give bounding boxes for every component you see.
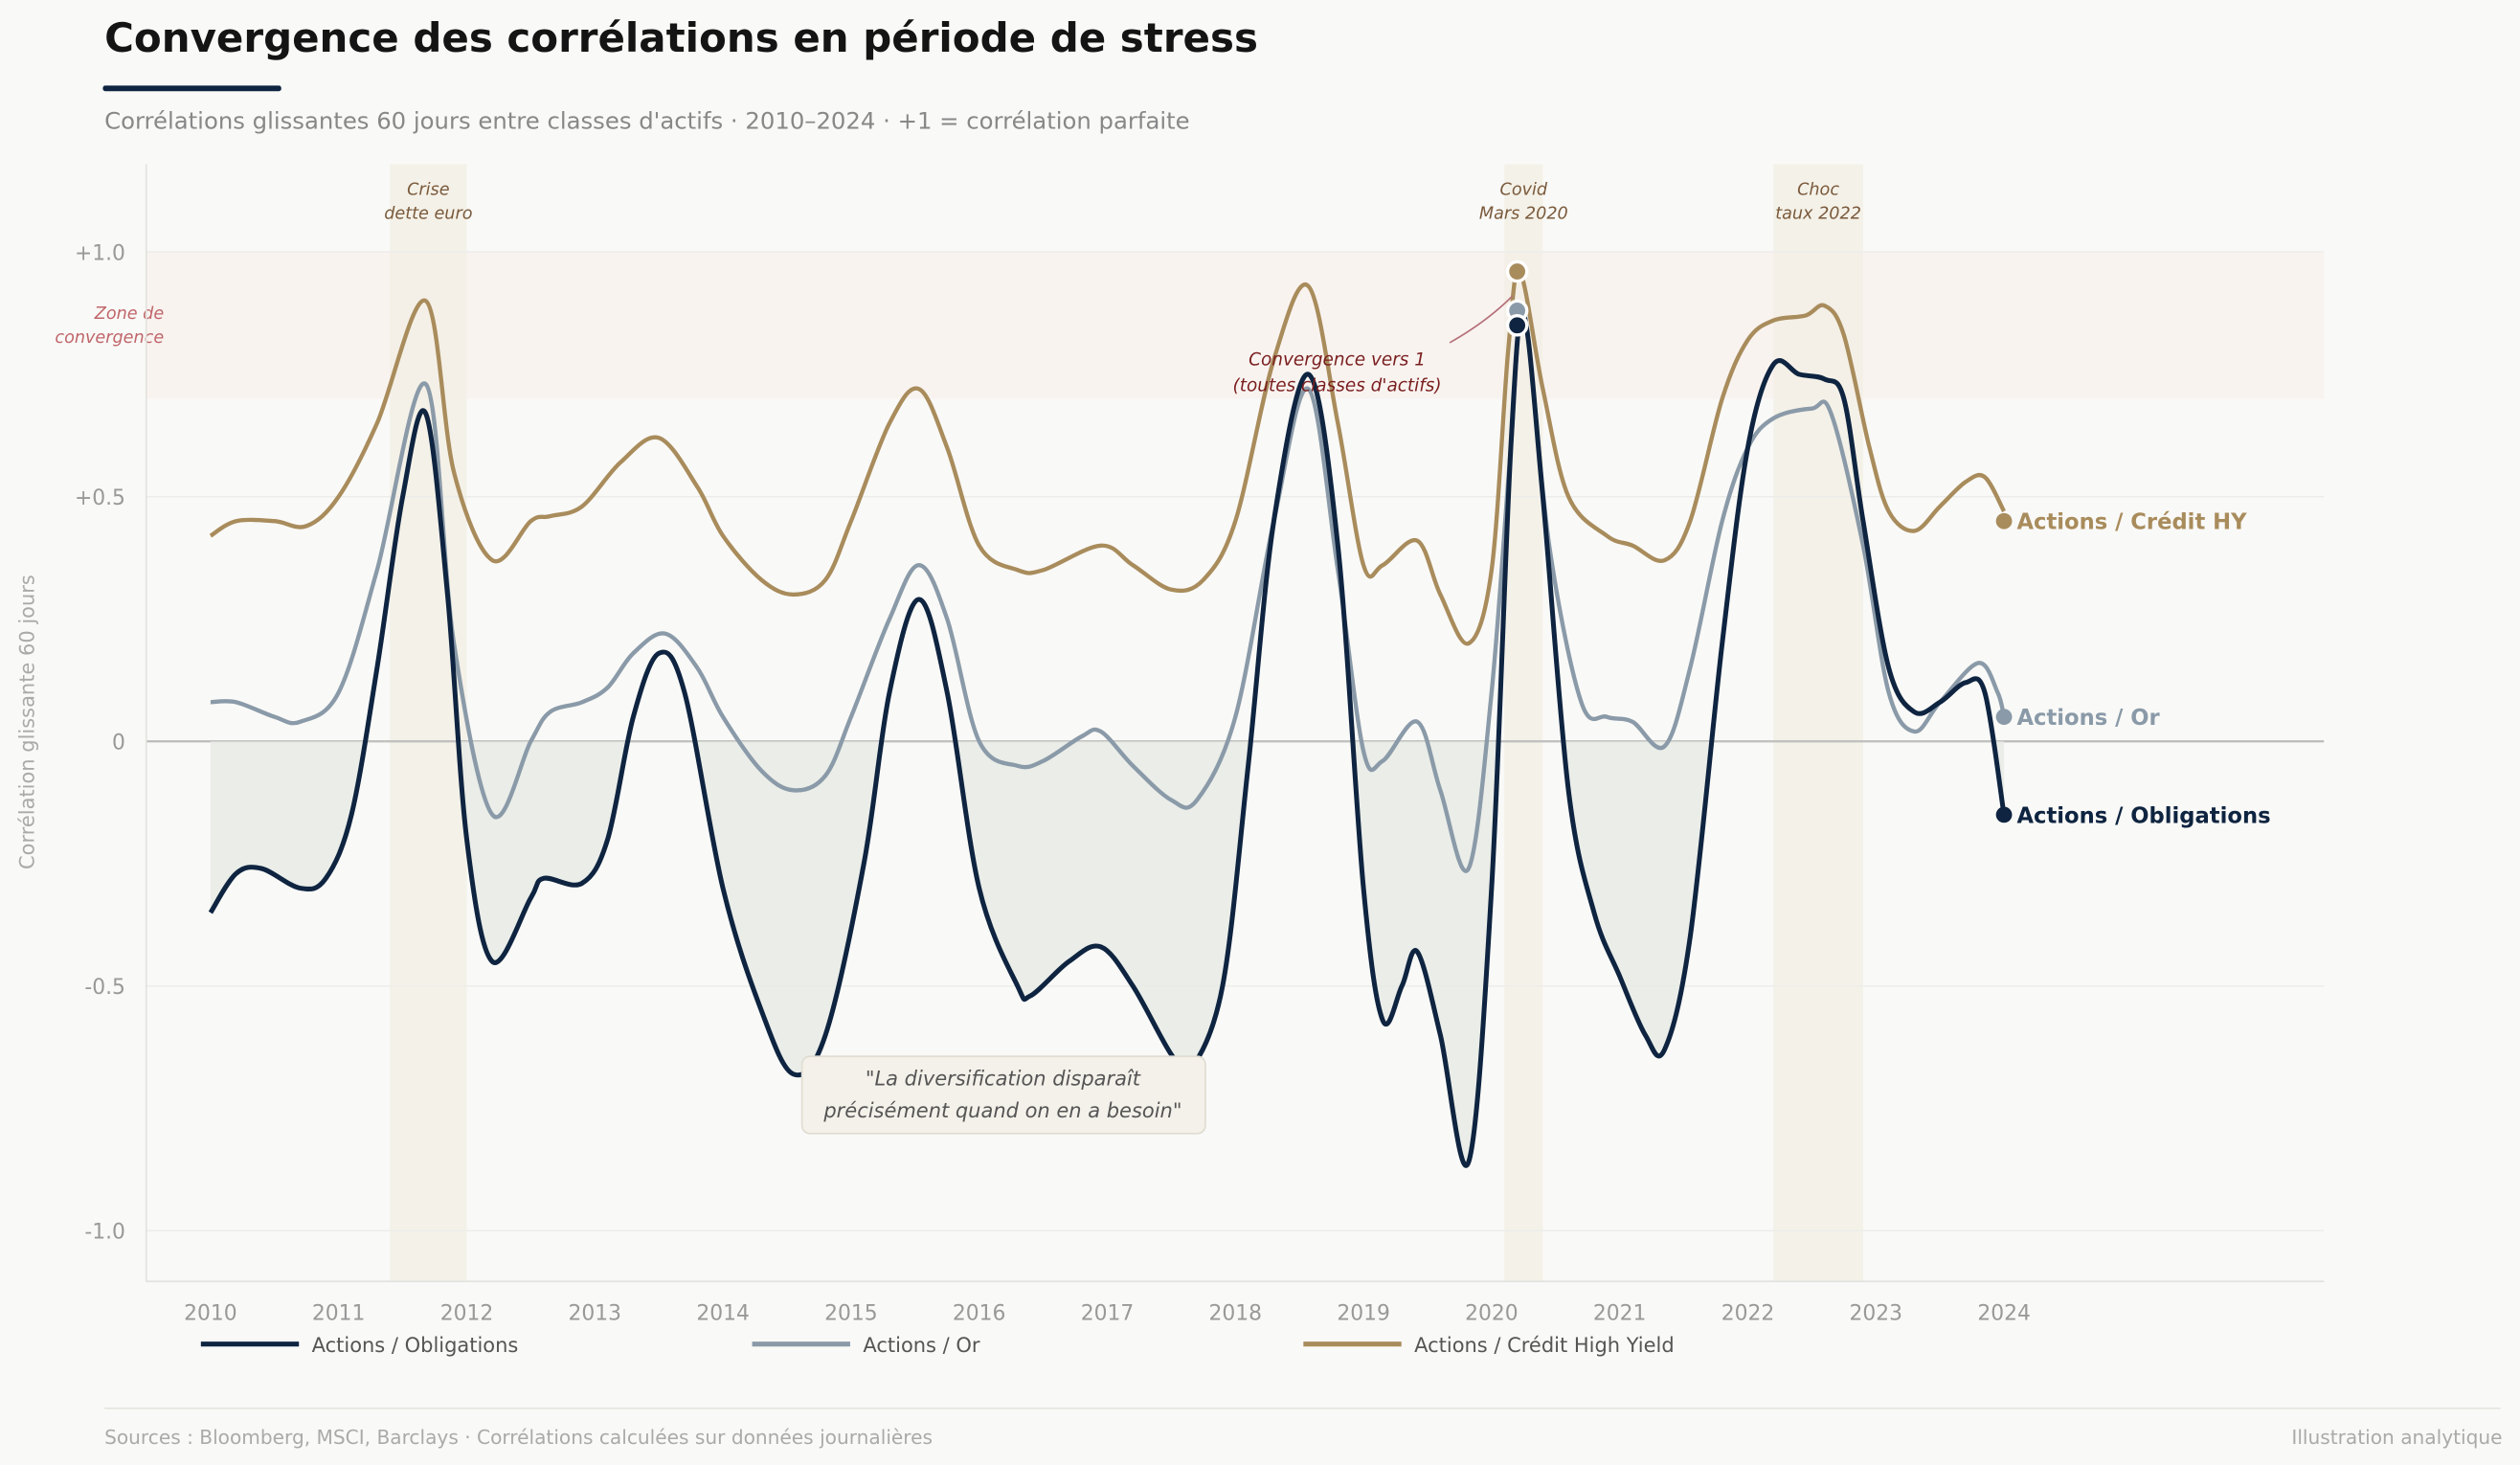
- zone-label-line1: Zone de: [94, 304, 165, 324]
- series-line-or: [210, 306, 2007, 873]
- quote-line2: précisément quand on en a besoin": [822, 1099, 1181, 1122]
- end-dot-hy: [1995, 512, 2013, 530]
- x-tick-label: 2011: [312, 1302, 366, 1326]
- x-tick-label: 2012: [440, 1302, 494, 1326]
- x-tick-label: 2017: [1081, 1302, 1135, 1326]
- annotation-convergence-line2: (toutes classes d'actifs): [1233, 375, 1442, 395]
- zone-label-line2: convergence: [55, 328, 164, 348]
- annotation-convergence: Convergence vers 1 (toutes classes d'act…: [1233, 295, 1514, 395]
- legend-label: Actions / Crédit High Yield: [1414, 1334, 1675, 1357]
- y-tick-label: +0.5: [75, 486, 125, 510]
- legend-item-hy[interactable]: Actions / Crédit High Yield: [1303, 1334, 1675, 1357]
- x-tick-label: 2019: [1337, 1302, 1390, 1326]
- end-label-oblig: Actions / Obligations: [2017, 803, 2271, 828]
- y-axis-label: Corrélation glissante 60 jours: [15, 575, 38, 869]
- legend-item-or[interactable]: Actions / Or: [752, 1334, 980, 1357]
- quote-box: "La diversification disparaît précisémen…: [800, 1055, 1206, 1135]
- y-tick-label: -0.5: [84, 976, 125, 1000]
- quote-line1: "La diversification disparaît: [866, 1067, 1141, 1090]
- covid-peak-marker-oblig: [1505, 314, 1529, 337]
- stress-label-line2: Mars 2020: [1479, 205, 1568, 224]
- footer-sources: Sources : Bloomberg, MSCI, Barclays · Co…: [104, 1426, 933, 1449]
- x-tick-label: 2014: [696, 1302, 750, 1326]
- x-tick-label: 2020: [1465, 1302, 1519, 1326]
- legend-label: Actions / Obligations: [312, 1334, 519, 1357]
- stress-label-line1: Crise: [407, 181, 450, 200]
- chart-title: Convergence des corrélations en période …: [104, 14, 1258, 61]
- convergence-zone: [146, 252, 2325, 399]
- series-line-oblig: [208, 312, 2007, 1168]
- x-tick-label: 2013: [569, 1302, 622, 1326]
- chart-subtitle: Corrélations glissantes 60 jours entre c…: [104, 107, 1190, 135]
- x-tick-label: 2010: [184, 1302, 237, 1326]
- x-tick-label: 2015: [824, 1302, 878, 1326]
- x-tick-label: 2024: [1977, 1302, 2031, 1326]
- annotation-convergence-line1: Convergence vers 1: [1249, 349, 1426, 370]
- stress-band: [1773, 164, 1863, 1282]
- negative-correlation-fill: [210, 741, 2005, 1166]
- end-label-or: Actions / Or: [2017, 706, 2161, 731]
- footer-credit: Illustration analytique: [2291, 1426, 2502, 1449]
- annotation-arrow: [1449, 295, 1514, 344]
- legend-label: Actions / Or: [863, 1334, 979, 1357]
- stress-label-line1: Covid: [1500, 181, 1548, 200]
- x-tick-label: 2023: [1850, 1302, 1903, 1326]
- x-tick-label: 2022: [1721, 1302, 1775, 1326]
- series-line-hy: [209, 268, 2007, 646]
- legend: Actions / Obligations Actions / Or Actio…: [200, 1334, 1675, 1357]
- y-tick-label: 0: [112, 732, 125, 755]
- stress-label-line2: taux 2022: [1775, 205, 1861, 224]
- y-tick-label: +1.0: [75, 242, 125, 266]
- x-tick-label: 2016: [953, 1302, 1006, 1326]
- end-dot-oblig: [1995, 806, 2013, 823]
- stress-label-line1: Choc: [1797, 181, 1839, 200]
- stress-label-line2: dette euro: [384, 205, 472, 224]
- legend-item-obligations[interactable]: Actions / Obligations: [200, 1334, 519, 1357]
- end-label-hy: Actions / Crédit HY: [2017, 510, 2248, 535]
- x-tick-label: 2021: [1593, 1302, 1647, 1326]
- plot-area: Zone de convergence Crise dette euro Covid Ma…: [55, 164, 2325, 1326]
- x-tick-label: 2018: [1209, 1302, 1263, 1326]
- y-tick-label: -1.0: [84, 1221, 125, 1245]
- covid-peak-marker-hy: [1505, 259, 1529, 283]
- end-dot-or: [1995, 709, 2013, 726]
- title-underline: [102, 85, 281, 92]
